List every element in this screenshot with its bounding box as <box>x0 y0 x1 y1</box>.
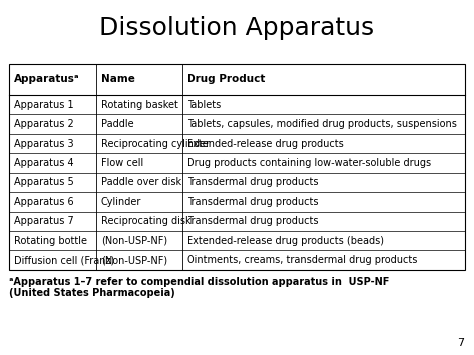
Text: Apparatus 1: Apparatus 1 <box>14 100 74 110</box>
Text: Ointments, creams, transdermal drug products: Ointments, creams, transdermal drug prod… <box>187 255 418 265</box>
Text: Rotating basket: Rotating basket <box>100 100 178 110</box>
Text: (Non-USP-NF): (Non-USP-NF) <box>100 236 167 246</box>
Text: ᵃApparatus 1–7 refer to compendial dissolution apparatus in  USP-NF
(United Stat: ᵃApparatus 1–7 refer to compendial disso… <box>9 277 390 299</box>
Text: Drug Product: Drug Product <box>187 75 265 84</box>
Text: Paddle over disk: Paddle over disk <box>100 178 181 187</box>
Text: Apparatusᵃ: Apparatusᵃ <box>14 75 80 84</box>
Text: Extended-release drug products (beads): Extended-release drug products (beads) <box>187 236 384 246</box>
Text: Tablets, capsules, modified drug products, suspensions: Tablets, capsules, modified drug product… <box>187 119 457 129</box>
Text: 7: 7 <box>457 338 465 348</box>
Text: Apparatus 3: Apparatus 3 <box>14 138 74 148</box>
Text: Apparatus 2: Apparatus 2 <box>14 119 74 129</box>
Text: Reciprocating disk: Reciprocating disk <box>100 216 190 226</box>
Text: Apparatus 7: Apparatus 7 <box>14 216 74 226</box>
Text: Name: Name <box>100 75 135 84</box>
Text: Drug products containing low-water-soluble drugs: Drug products containing low-water-solub… <box>187 158 431 168</box>
Text: Diffusion cell (Franz): Diffusion cell (Franz) <box>14 255 114 265</box>
Text: Apparatus 4: Apparatus 4 <box>14 158 74 168</box>
Text: Transdermal drug products: Transdermal drug products <box>187 216 319 226</box>
Text: Apparatus 5: Apparatus 5 <box>14 178 74 187</box>
Text: (Non-USP-NF): (Non-USP-NF) <box>100 255 167 265</box>
Text: Transdermal drug products: Transdermal drug products <box>187 197 319 207</box>
Bar <box>9 64 465 270</box>
Text: Rotating bottle: Rotating bottle <box>14 236 87 246</box>
Text: Dissolution Apparatus: Dissolution Apparatus <box>100 16 374 40</box>
Text: Paddle: Paddle <box>100 119 133 129</box>
Text: Cylinder: Cylinder <box>100 197 141 207</box>
Text: Tablets: Tablets <box>187 100 221 110</box>
Text: Flow cell: Flow cell <box>100 158 143 168</box>
Text: Reciprocating cylinder: Reciprocating cylinder <box>100 138 210 148</box>
Text: Extended-release drug products: Extended-release drug products <box>187 138 344 148</box>
Text: Transdermal drug products: Transdermal drug products <box>187 178 319 187</box>
Text: Apparatus 6: Apparatus 6 <box>14 197 74 207</box>
